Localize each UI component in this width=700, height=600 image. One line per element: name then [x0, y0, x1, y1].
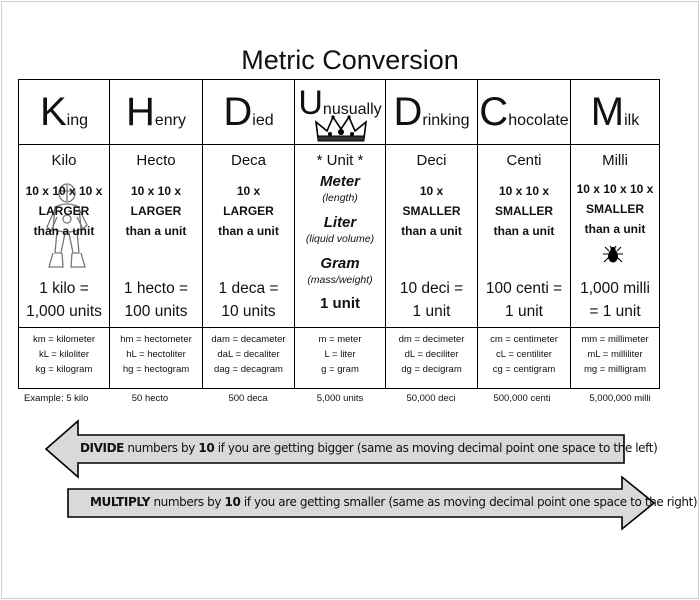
page-title: Metric Conversion — [241, 45, 459, 75]
abbr-cell-unit: m = meter L = liter g = gram — [294, 327, 386, 389]
example-centi: 500,000 centi — [493, 393, 551, 404]
prefix-name: Deci — [416, 152, 447, 169]
abbr-cell-milli: mm = millimeter mL = milliliter mg = milli… — [570, 327, 660, 389]
multiply-instruction: MULTIPLY numbers by 10 if you are gettin… — [90, 495, 698, 509]
mnemonic-word: King — [39, 90, 89, 134]
factor-text: 10 x SMALLER than a unit — [401, 184, 462, 238]
mnemonic-cell-king: King — [18, 79, 110, 145]
prefix-cell-unit: * Unit * Meter (length) Liter (liquid vo… — [294, 144, 386, 328]
factor-text: 10 x 10 x 10 x SMALLER than a unit — [576, 182, 654, 236]
example-unit: 5,000 units — [316, 393, 364, 404]
prefix-name: Milli — [602, 152, 628, 169]
example-deci: 50,000 deci — [406, 393, 456, 404]
abbr-cell-kilo: km = kilometer kL = kiloliter kg = kilogra… — [18, 327, 110, 389]
base-unit-desc: (length) — [322, 192, 358, 204]
factor-text: 10 x 10 x SMALLER than a unit — [493, 184, 555, 238]
abbr-cell-hecto: hm = hectometer hL = hectoliter hg = hecto… — [109, 327, 203, 389]
knight-icon — [46, 183, 88, 268]
mnemonic-word: Henry — [125, 90, 186, 134]
mnemonic-word: Drinking — [393, 90, 470, 134]
equivalence: 10 deci = 1 unit — [399, 280, 464, 320]
prefix-name: Kilo — [51, 152, 77, 169]
prefix-name: Hecto — [136, 152, 176, 169]
base-unit-meter: Meter — [319, 173, 360, 190]
mnemonic-row: King Henry Died Unusually Drinking Choco… — [18, 79, 660, 145]
prefix-cell-hecto: Hecto 10 x 10 x LARGER than a unit 1 hec… — [109, 144, 203, 328]
mnemonic-word: Milk — [590, 90, 640, 134]
example-deca: 500 deca — [228, 393, 268, 404]
prefix-cell-deci: Deci 10 x SMALLER than a unit 10 deci = … — [385, 144, 478, 328]
base-unit-desc: (liquid volume) — [305, 233, 375, 245]
factor-text: 10 x 10 x 10 x LARGER than a unit — [25, 184, 103, 238]
abbr-cell-centi: cm = centimeter cL = centiliter cg = centi… — [477, 327, 571, 389]
prefix-name: * Unit * — [316, 152, 364, 169]
equivalence: 1 unit — [320, 295, 360, 312]
equivalence: 100 centi = 1 unit — [485, 280, 563, 320]
example-row: Example: 5 kilo 50 hecto 500 deca 5,000 … — [0, 393, 700, 409]
example-kilo: Example: 5 kilo — [24, 393, 89, 404]
prefix-name: Centi — [506, 152, 542, 169]
prefix-row: Kilo 10 x 10 x 10 x LARGER — [18, 144, 660, 328]
prefix-cell-centi: Centi 10 x 10 x SMALLER than a unit 100 … — [477, 144, 571, 328]
equivalence: 1 deca = 10 units — [218, 280, 279, 320]
divide-arrow-shape — [44, 419, 625, 479]
prefix-cell-deca: Deca 10 x LARGER than a unit 1 deca = 10… — [202, 144, 295, 328]
mnemonic-cell-unusually: Unusually — [294, 79, 386, 145]
mnemonic-word: Died — [223, 90, 274, 134]
mnemonic-cell-chocolate: Chocolate — [477, 79, 571, 145]
mnemonic-cell-milk: Milk — [570, 79, 660, 145]
base-unit-liter: Liter — [323, 214, 357, 231]
divide-instruction: DIVIDE numbers by 10 if you are getting … — [80, 441, 658, 455]
prefix-cell-kilo: Kilo 10 x 10 x 10 x LARGER — [18, 144, 110, 328]
prefix-name: Deca — [230, 152, 267, 169]
example-milli: 5,000,000 milli — [589, 393, 651, 404]
equivalence: 1,000 milli = 1 unit — [580, 280, 650, 320]
mnemonic-word: Unusually — [298, 84, 382, 122]
equivalence: 1 kilo = 1,000 units — [26, 280, 102, 320]
base-unit-gram: Gram — [320, 255, 360, 272]
abbreviation-row: km = kilometer kL = kiloliter kg = kilogra… — [18, 327, 660, 389]
bug-icon — [603, 245, 623, 263]
base-unit-desc: (mass/weight) — [307, 274, 373, 286]
mnemonic-cell-died: Died — [202, 79, 295, 145]
multiply-arrow-shape — [67, 475, 656, 531]
conversion-table: King Henry Died Unusually Drinking Choco… — [18, 79, 660, 389]
abbr-cell-deci: dm = decimeter dL = deciliter dg = decigra… — [385, 327, 478, 389]
equivalence: 1 hecto = 100 units — [123, 280, 189, 320]
mnemonic-cell-henry: Henry — [109, 79, 203, 145]
example-hecto: 50 hecto — [131, 393, 169, 404]
mnemonic-word: Chocolate — [479, 90, 569, 134]
factor-text: 10 x 10 x LARGER than a unit — [125, 184, 187, 238]
prefix-cell-milli: Milli 10 x 10 x 10 x SMALLER than a unit… — [570, 144, 660, 328]
crown-icon — [314, 115, 368, 142]
abbr-cell-deca: dam = decameter daL = decaliter dag = deca… — [202, 327, 295, 389]
mnemonic-cell-drinking: Drinking — [385, 79, 478, 145]
factor-text: 10 x LARGER than a unit — [218, 184, 279, 238]
